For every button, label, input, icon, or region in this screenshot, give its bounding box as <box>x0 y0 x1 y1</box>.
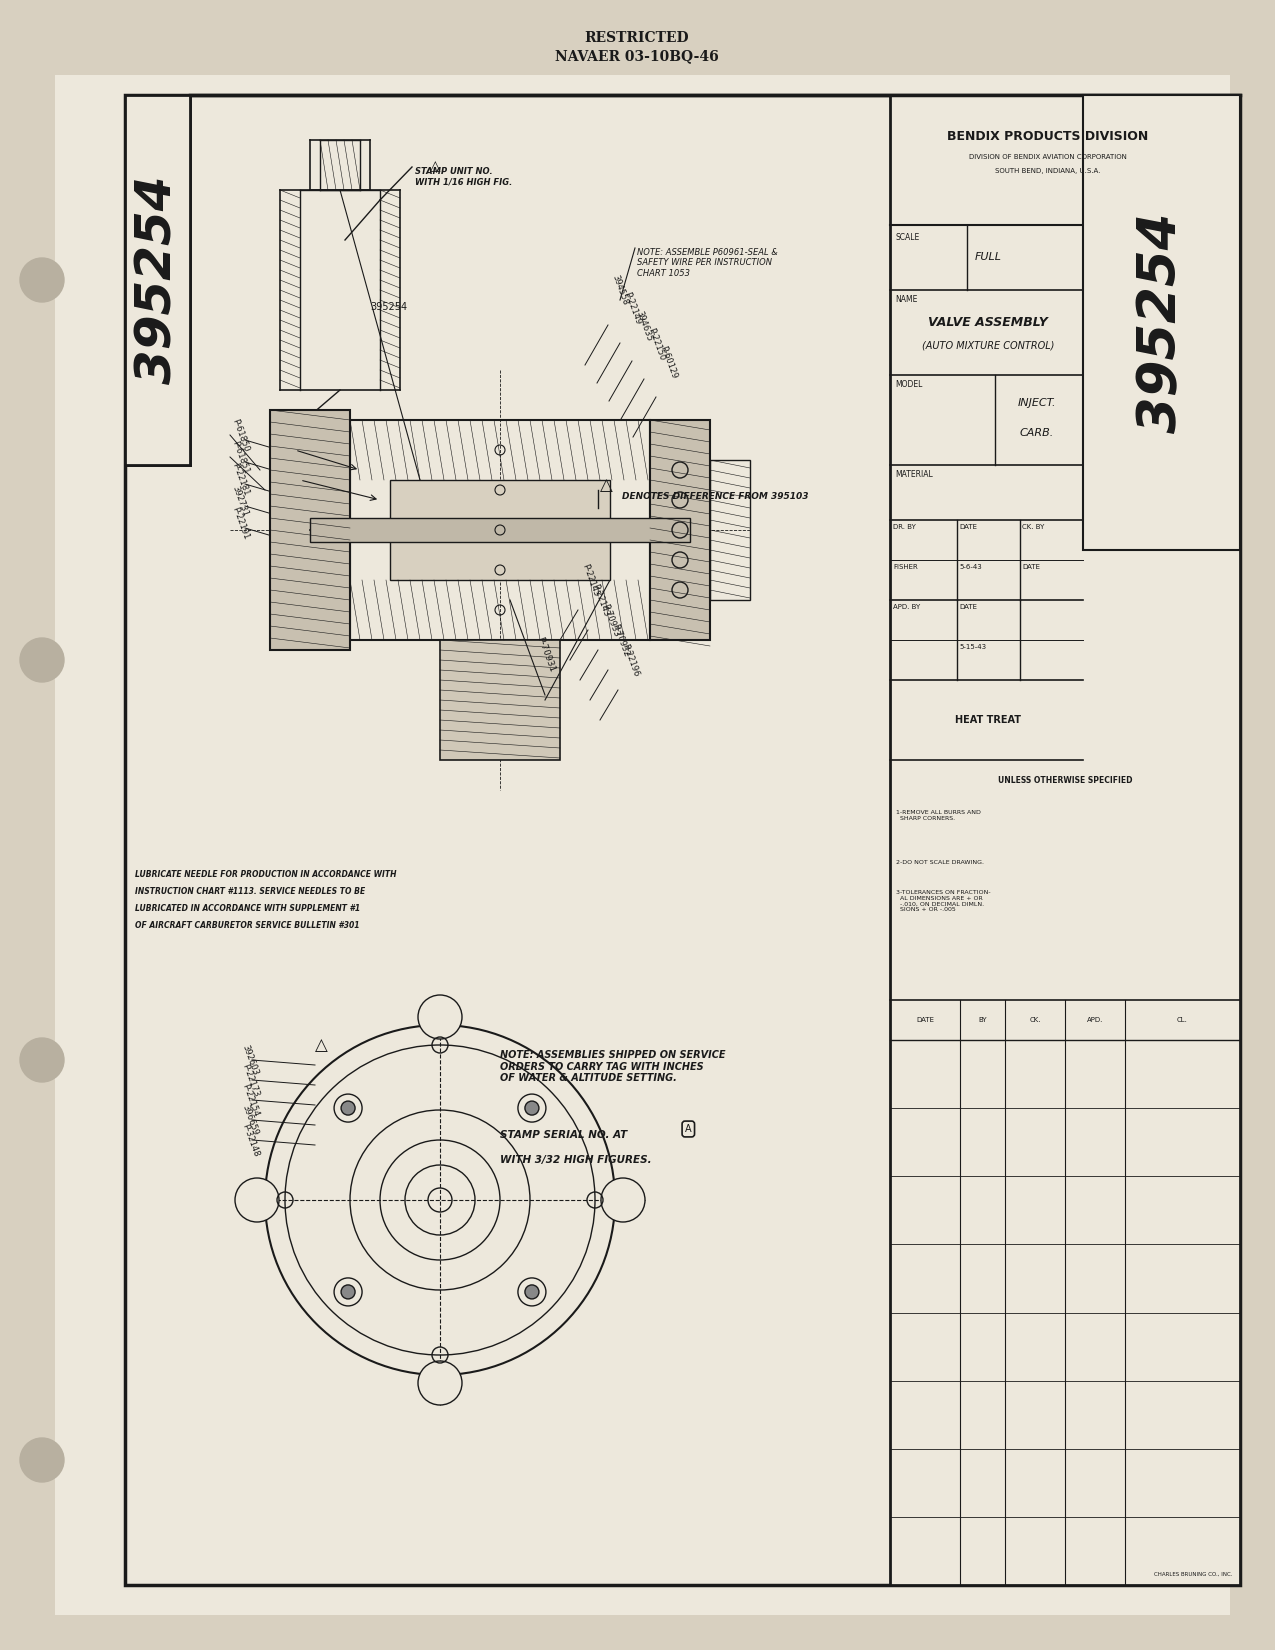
Text: FULL: FULL <box>975 252 1002 262</box>
Text: P-22173: P-22173 <box>240 1063 260 1097</box>
Bar <box>125 96 190 465</box>
Text: 392603: 392603 <box>240 1043 259 1076</box>
Text: LUBRICATE NEEDLE FOR PRODUCTION IN ACCORDANCE WITH: LUBRICATE NEEDLE FOR PRODUCTION IN ACCOR… <box>135 870 397 879</box>
Circle shape <box>20 1439 64 1482</box>
Circle shape <box>418 1361 462 1406</box>
Text: NOTE: ASSEMBLIES SHIPPED ON SERVICE
ORDERS TO CARRY TAG WITH INCHES
OF WATER & A: NOTE: ASSEMBLIES SHIPPED ON SERVICE ORDE… <box>500 1049 725 1082</box>
Text: RESTRICTED: RESTRICTED <box>585 31 690 45</box>
Text: P-70931: P-70931 <box>536 635 556 673</box>
Text: HEAT TREAT: HEAT TREAT <box>955 714 1021 724</box>
Text: CARB.: CARB. <box>1020 427 1054 437</box>
Bar <box>270 409 351 650</box>
Text: VALVE ASSEMBLY: VALVE ASSEMBLY <box>928 315 1048 328</box>
Text: LUBRICATED IN ACCORDANCE WITH SUPPLEMENT #1: LUBRICATED IN ACCORDANCE WITH SUPPLEMENT… <box>135 904 360 912</box>
Bar <box>125 96 1241 1586</box>
Text: DATE: DATE <box>960 604 978 610</box>
Circle shape <box>342 1101 354 1115</box>
Text: 396659: 396659 <box>240 1104 259 1137</box>
Text: P-22145: P-22145 <box>580 563 601 597</box>
Text: P-22143: P-22143 <box>590 582 611 617</box>
Text: APD. BY: APD. BY <box>892 604 921 610</box>
Text: P-22149: P-22149 <box>622 290 643 325</box>
Text: △: △ <box>315 1036 328 1054</box>
Text: 395254: 395254 <box>370 302 407 312</box>
Text: STAMP UNIT NO.
WITH 1/16 HIGH FIG.: STAMP UNIT NO. WITH 1/16 HIGH FIG. <box>414 167 513 186</box>
Text: APD.: APD. <box>1086 1016 1103 1023</box>
Text: P-61850: P-61850 <box>230 417 250 452</box>
Text: MODEL: MODEL <box>895 380 922 389</box>
Text: SOUTH BEND, INDIANA, U.S.A.: SOUTH BEND, INDIANA, U.S.A. <box>994 168 1100 173</box>
Text: 392731: 392731 <box>230 485 250 518</box>
Text: 5-15-43: 5-15-43 <box>960 644 987 650</box>
Text: INSTRUCTION CHART #1113. SERVICE NEEDLES TO BE: INSTRUCTION CHART #1113. SERVICE NEEDLES… <box>135 888 365 896</box>
Circle shape <box>601 1178 645 1223</box>
Text: BENDIX PRODUCTS DIVISION: BENDIX PRODUCTS DIVISION <box>947 130 1148 144</box>
Text: P-70932: P-70932 <box>609 622 630 658</box>
Text: △: △ <box>430 158 441 173</box>
Text: A: A <box>685 1124 691 1134</box>
Text: 395254: 395254 <box>134 177 181 384</box>
Circle shape <box>342 1285 354 1299</box>
Text: CL.: CL. <box>1177 1016 1188 1023</box>
Text: 3-TOLERANCES ON FRACTION-
  AL DIMENSIONS ARE + OR
  -.010, ON DECIMAL DIMLN.
  : 3-TOLERANCES ON FRACTION- AL DIMENSIONS … <box>896 889 991 912</box>
Circle shape <box>525 1285 539 1299</box>
Text: P-22150: P-22150 <box>646 327 666 361</box>
Text: CK.: CK. <box>1029 1016 1040 1023</box>
Text: CHARLES BRUNING CO., INC.: CHARLES BRUNING CO., INC. <box>1154 1572 1232 1577</box>
Text: STAMP SERIAL NO. AT: STAMP SERIAL NO. AT <box>500 1130 627 1140</box>
Text: DR. BY: DR. BY <box>892 525 915 530</box>
Text: P-70933: P-70933 <box>601 602 621 639</box>
Text: DATE: DATE <box>1023 564 1040 569</box>
Text: P-32148: P-32148 <box>240 1122 260 1158</box>
Bar <box>890 96 1241 1586</box>
Text: 395254: 395254 <box>1135 213 1187 432</box>
Text: 394558: 394558 <box>609 274 630 307</box>
Bar <box>440 640 560 761</box>
Text: BY: BY <box>978 1016 987 1023</box>
Text: 1-REMOVE ALL BURRS AND
  SHARP CORNERS.: 1-REMOVE ALL BURRS AND SHARP CORNERS. <box>896 810 980 820</box>
Text: OF AIRCRAFT CARBURETOR SERVICE BULLETIN #301: OF AIRCRAFT CARBURETOR SERVICE BULLETIN … <box>135 921 360 931</box>
Bar <box>310 518 690 541</box>
Circle shape <box>525 1101 539 1115</box>
Text: NOTE: ASSEMBLE P60961-SEAL &
SAFETY WIRE PER INSTRUCTION
CHART 1053: NOTE: ASSEMBLE P60961-SEAL & SAFETY WIRE… <box>638 248 778 277</box>
Text: DATE: DATE <box>960 525 978 530</box>
Bar <box>710 460 750 601</box>
Text: P-22191: P-22191 <box>230 505 250 541</box>
Text: FISHER: FISHER <box>892 564 918 569</box>
Text: WITH 3/32 HIGH FIGURES.: WITH 3/32 HIGH FIGURES. <box>500 1155 652 1165</box>
Text: DATE: DATE <box>915 1016 935 1023</box>
Bar <box>390 480 609 581</box>
Bar <box>1082 96 1241 549</box>
Text: INJECT.: INJECT. <box>1017 398 1056 408</box>
Text: UNLESS OTHERWISE SPECIFIED: UNLESS OTHERWISE SPECIFIED <box>998 776 1132 785</box>
Text: 394635: 394635 <box>634 310 653 343</box>
Text: SCALE: SCALE <box>895 233 919 243</box>
Text: CK. BY: CK. BY <box>1023 525 1046 530</box>
Text: P-60129: P-60129 <box>658 345 678 380</box>
Text: 5-6-43: 5-6-43 <box>960 564 982 569</box>
Circle shape <box>20 639 64 681</box>
Text: 2-DO NOT SCALE DRAWING.: 2-DO NOT SCALE DRAWING. <box>896 860 984 865</box>
Circle shape <box>418 995 462 1040</box>
Circle shape <box>20 257 64 302</box>
Text: P-22196: P-22196 <box>620 642 640 678</box>
Text: P-61851: P-61851 <box>230 439 250 475</box>
Bar <box>650 421 710 640</box>
Text: DIVISION OF BENDIX AVIATION CORPORATION: DIVISION OF BENDIX AVIATION CORPORATION <box>969 153 1126 160</box>
Text: NAVAER 03-10BQ-46: NAVAER 03-10BQ-46 <box>555 50 719 63</box>
Circle shape <box>235 1178 279 1223</box>
Text: P-22154: P-22154 <box>240 1082 260 1117</box>
Text: NAME: NAME <box>895 295 918 304</box>
Text: P-22181: P-22181 <box>230 462 250 497</box>
Text: MATERIAL: MATERIAL <box>895 470 933 478</box>
Bar <box>351 421 650 640</box>
Text: (AUTO MIXTURE CONTROL): (AUTO MIXTURE CONTROL) <box>922 342 1054 351</box>
Text: △: △ <box>601 475 613 493</box>
Text: DENOTES DIFFERENCE FROM 395103: DENOTES DIFFERENCE FROM 395103 <box>622 492 808 502</box>
Circle shape <box>20 1038 64 1082</box>
